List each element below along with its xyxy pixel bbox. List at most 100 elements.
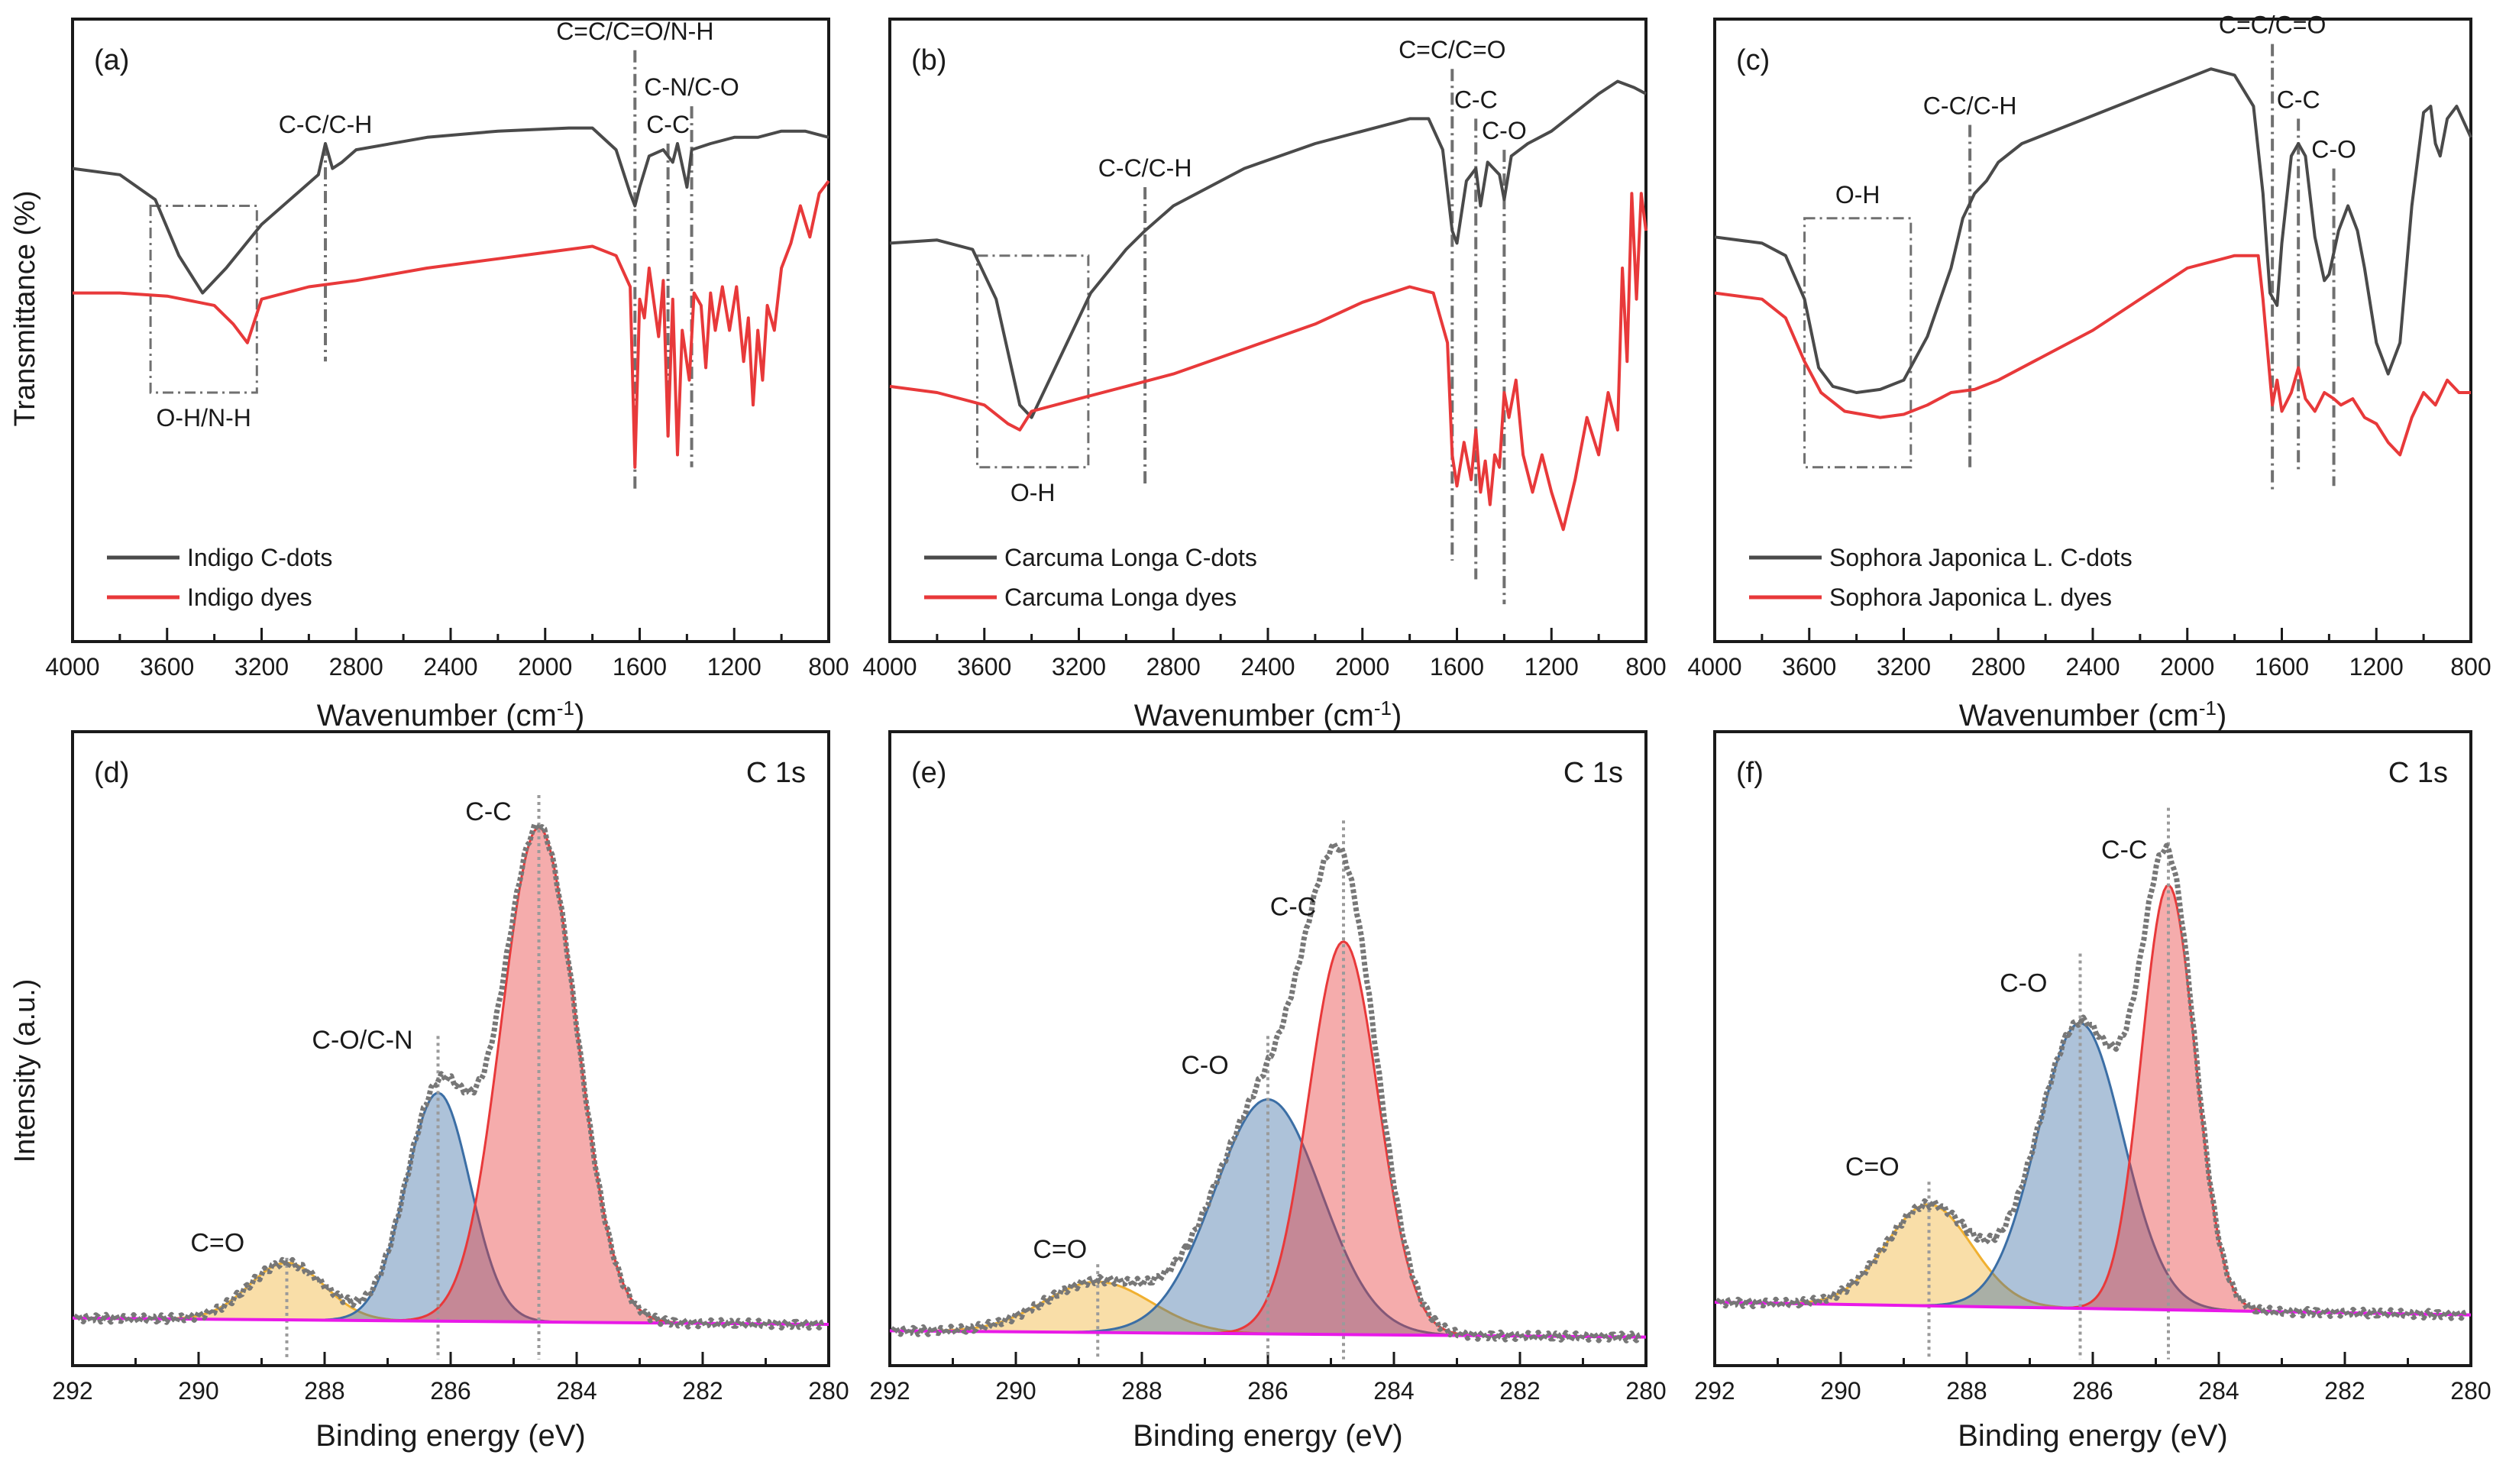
region-box <box>975 254 1090 469</box>
x-tick-label: 2800 <box>329 653 383 681</box>
x-axis-title-sup: -1 <box>1374 697 1392 719</box>
peak-label: C-O <box>2000 968 2047 997</box>
x-tick-label: 290 <box>178 1377 218 1405</box>
x-tick-label: 4000 <box>45 653 99 681</box>
peak-label: C-O/C-N <box>312 1026 412 1055</box>
series-line-cdots <box>72 126 829 295</box>
band-label: C-C <box>646 111 690 138</box>
x-tick-label: 2000 <box>518 653 572 681</box>
corner-label: C 1s <box>746 757 806 789</box>
x-tick-label: 2000 <box>1335 653 1389 681</box>
raw-data-envelope <box>1715 842 2468 1321</box>
x-tick-label: 800 <box>808 653 849 681</box>
x-axis-title-main: Wavenumber (cm <box>317 699 557 732</box>
x-tick-label: 1200 <box>2349 653 2404 681</box>
panel-label: (d) <box>94 757 129 789</box>
band-label: C-C/C-H <box>279 111 373 138</box>
x-tick-label: 1600 <box>613 653 667 681</box>
x-tick-label: 284 <box>556 1377 597 1405</box>
x-tick-label: 282 <box>1499 1377 1540 1405</box>
x-tick-label: 280 <box>1625 1377 1666 1405</box>
panel-a: 4000 3600 3200 2800 2400 2000 1600 1200 800 Waven… <box>45 18 849 732</box>
x-tick-label: 1200 <box>707 653 762 681</box>
x-axis-title-end: ) <box>1392 699 1402 732</box>
series-line-cdots <box>1714 67 2472 394</box>
legend-label: Carcuma Longa dyes <box>1004 584 1237 611</box>
x-tick-label: 800 <box>2450 653 2491 681</box>
x-tick-label: 3600 <box>957 653 1011 681</box>
region-box <box>149 205 258 394</box>
panel-label: (f) <box>1736 757 1764 789</box>
x-tick-label: 282 <box>2324 1377 2365 1405</box>
peak-label: C-C <box>2101 836 2147 865</box>
peak-label: C=O <box>190 1229 244 1258</box>
panel-e: 292 290 288 286 284 282 280 Binding energy (eV)… <box>869 730 1667 1453</box>
x-tick-label: 4000 <box>1687 653 1741 681</box>
x-tick-label: 288 <box>1121 1377 1162 1405</box>
x-axis-title-sup: -1 <box>557 697 574 719</box>
raw-data-envelope <box>891 840 1643 1343</box>
series-line-dyes <box>889 192 1647 532</box>
band-label: C-O <box>1482 117 1527 144</box>
panel-label: (c) <box>1736 44 1770 76</box>
x-tick-label: 284 <box>1373 1377 1414 1405</box>
x-axis-title-sup: -1 <box>2199 697 2217 719</box>
x-tick-label: 292 <box>52 1377 92 1405</box>
x-axis-title-end: ) <box>2217 699 2226 732</box>
band-label: C-C <box>1454 86 1498 113</box>
corner-label: C 1s <box>2388 757 2448 789</box>
panel-label: (e) <box>911 757 946 789</box>
x-axis-title: Wavenumber (cm-1) <box>1134 697 1402 732</box>
x-tick-label: 282 <box>682 1377 723 1405</box>
x-tick-label: 2800 <box>1971 653 2026 681</box>
x-tick-label: 2000 <box>2160 653 2214 681</box>
panel-f: 292 290 288 286 284 282 280 Binding energy (eV)… <box>1694 730 2491 1453</box>
series-line-dyes <box>73 179 830 469</box>
x-tick-label: 2800 <box>1146 653 1201 681</box>
x-tick-label: 3200 <box>1052 653 1106 681</box>
band-label: C-N/C-O <box>644 73 739 101</box>
series-line-dyes <box>1714 254 2471 457</box>
x-tick-label: 286 <box>430 1377 470 1405</box>
x-tick-label: 800 <box>1625 653 1666 681</box>
peak-label: C=O <box>1845 1153 1900 1182</box>
x-tick-label: 292 <box>869 1377 910 1405</box>
x-tick-label: 3600 <box>1782 653 1836 681</box>
x-tick-label: 292 <box>1694 1377 1735 1405</box>
band-label: C=C/C=O <box>2219 11 2326 39</box>
x-tick-label: 290 <box>995 1377 1036 1405</box>
x-axis-title: Binding energy (eV) <box>1133 1419 1403 1453</box>
band-label: C-C/C-H <box>1923 92 2017 120</box>
x-tick-label: 284 <box>2198 1377 2239 1405</box>
x-axis-title: Binding energy (eV) <box>315 1419 586 1453</box>
region-box <box>1803 217 1913 469</box>
legend-label: Indigo dyes <box>187 584 312 611</box>
x-tick-label: 288 <box>1946 1377 1987 1405</box>
x-axis-title: Wavenumber (cm-1) <box>1959 697 2227 732</box>
x-axis-title-main: Wavenumber (cm <box>1959 699 2199 732</box>
panel-d: 292 290 288 286 284 282 280 Binding energy (eV)… <box>52 730 849 1453</box>
x-tick-label: 1600 <box>2255 653 2309 681</box>
panel-label: (a) <box>94 44 129 76</box>
peak-label: C-O <box>1181 1051 1228 1080</box>
x-tick-label: 286 <box>2072 1377 2113 1405</box>
peak-label: C=O <box>1033 1235 1087 1264</box>
band-label: C-C/C-H <box>1098 154 1192 182</box>
legend-label: Sophora Japonica L. dyes <box>1829 584 2112 611</box>
legend-label: Sophora Japonica L. C-dots <box>1829 544 2133 571</box>
x-tick-label: 290 <box>1820 1377 1861 1405</box>
band-label: C=C/C=O/N-H <box>556 18 713 45</box>
band-label: C=C/C=O <box>1399 36 1505 63</box>
band-label: C-O <box>2311 136 2356 163</box>
x-tick-label: 4000 <box>862 653 917 681</box>
corner-label: C 1s <box>1563 757 1623 789</box>
ftir-y-axis-title: Transmittance (%) <box>9 191 41 427</box>
series-line-cdots <box>889 79 1647 419</box>
legend-label: Carcuma Longa C-dots <box>1004 544 1257 571</box>
x-tick-label: 280 <box>808 1377 849 1405</box>
x-axis-title-end: ) <box>574 699 584 732</box>
x-axis-title: Wavenumber (cm-1) <box>317 697 585 732</box>
raw-data-envelope <box>73 822 826 1331</box>
band-label: C-C <box>2277 86 2320 113</box>
